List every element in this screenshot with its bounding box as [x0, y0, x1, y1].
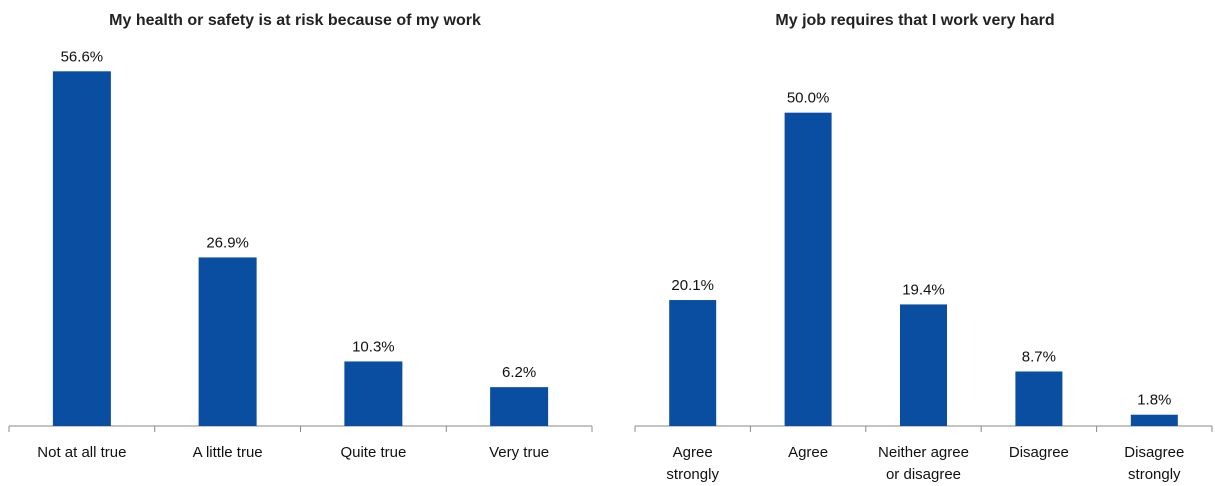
bar	[1130, 414, 1178, 426]
data-label: 19.4%	[902, 281, 945, 298]
bar	[344, 361, 403, 426]
x-tick-label: Very true	[489, 444, 549, 461]
chart-1-plot: 56.6% Not at all true 26.9% A little true 10…	[8, 48, 593, 461]
x-tick-label: Neither agree	[878, 444, 969, 461]
x-tick-label: strongly	[666, 466, 719, 483]
bar	[900, 304, 947, 426]
bar	[669, 300, 717, 426]
x-tick-label: Agree	[788, 444, 828, 461]
x-tick-label: A little true	[193, 444, 263, 461]
bar	[784, 112, 832, 427]
data-label: 1.8%	[1137, 392, 1171, 409]
data-label: 10.3%	[352, 338, 395, 355]
x-tick-label: Disagree	[1124, 444, 1184, 461]
bar	[52, 71, 111, 426]
x-tick-label: strongly	[1128, 466, 1181, 483]
bar	[198, 257, 257, 426]
bar	[490, 387, 549, 426]
x-tick-label: or disagree	[886, 466, 961, 483]
chart-2-plot: 20.1% Agree strongly 50.0% Agree 19.4% Neither…	[634, 90, 1213, 483]
x-tick-label: Disagree	[1009, 444, 1069, 461]
chart-1-title: My health or safety is at risk because o…	[109, 12, 481, 29]
x-tick-label: Quite true	[340, 444, 406, 461]
data-label: 50.0%	[787, 90, 830, 107]
chart-2-title: My job requires that I work very hard	[775, 12, 1055, 29]
data-label: 56.6%	[61, 48, 104, 65]
data-label: 8.7%	[1022, 348, 1056, 365]
data-label: 6.2%	[502, 364, 536, 381]
data-label: 20.1%	[671, 277, 714, 294]
data-label: 26.9%	[206, 234, 249, 251]
x-tick-label: Not at all true	[37, 444, 126, 461]
x-tick-label: Agree	[673, 444, 713, 461]
bar	[1015, 371, 1063, 426]
